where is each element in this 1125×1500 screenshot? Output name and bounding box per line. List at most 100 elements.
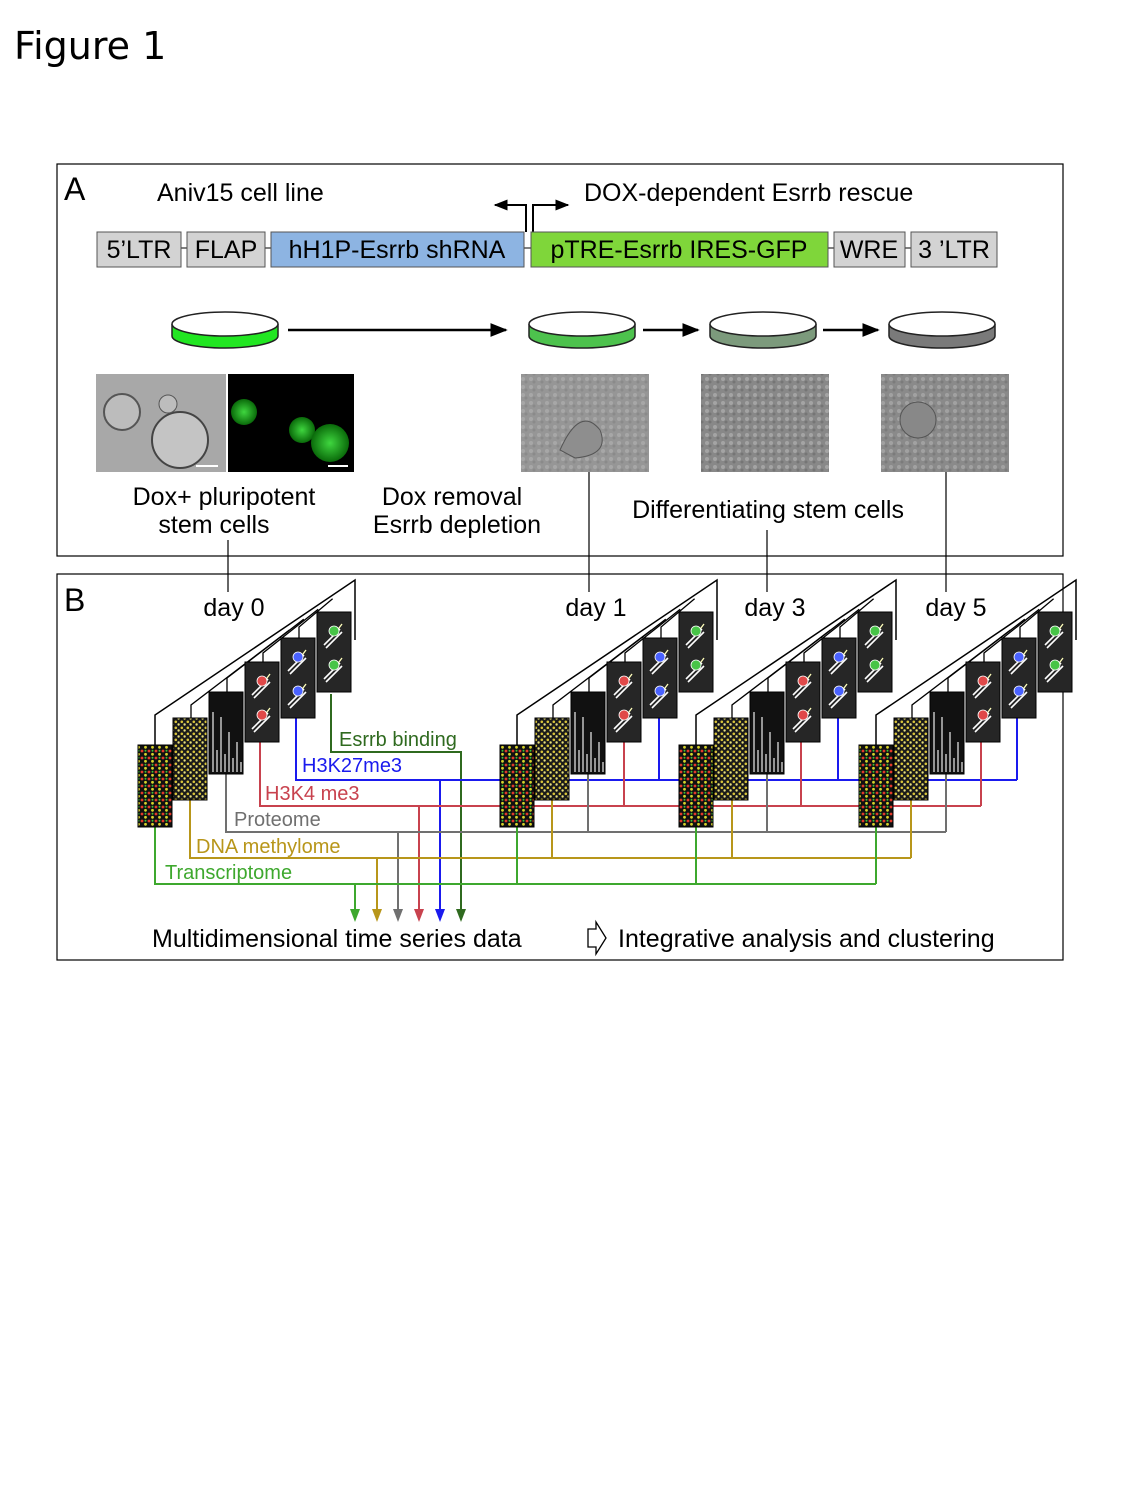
construct-label-3ltr: 3 ’LTR	[918, 236, 990, 264]
construct-box-wre	[833, 231, 906, 268]
transcriptome-array	[858, 744, 894, 828]
vector-construct: 5’LTR FLAP hH1P-Esrrb shRNA pTRE-Esrrb I…	[96, 231, 998, 268]
methylome-array	[534, 717, 570, 801]
fan-branch-3	[298, 598, 334, 642]
stack-timepoint-3	[858, 578, 1077, 828]
chip-glyph-stroke	[289, 691, 307, 709]
chip-glyph-stroke	[830, 691, 848, 709]
chip-panel-bg	[316, 611, 352, 693]
transcriptome-array	[678, 744, 714, 828]
hollow-arrow-icon	[587, 919, 607, 957]
chip-panel-bg	[244, 661, 280, 743]
analysis-label: Integrative analysis and clustering	[618, 925, 995, 953]
track-output-arrowhead-1	[372, 909, 382, 922]
track-line-7	[225, 774, 946, 833]
proteome-panel	[929, 691, 965, 775]
chip-panel-bg	[821, 637, 857, 719]
construct-box-shrna	[270, 231, 525, 268]
figure-title: Figure 1	[14, 24, 167, 68]
track-label-h3k4me3: H3K4 me3	[265, 783, 360, 805]
day-label-3: day 3	[744, 594, 805, 622]
chip-glyph-marker	[690, 659, 702, 671]
fan-branch-3	[1019, 598, 1055, 642]
chip-glyph-marker	[654, 685, 666, 697]
track-line-6	[623, 742, 982, 806]
micrograph-brightfield-day0	[96, 374, 226, 472]
chip-glyph-marker	[833, 685, 845, 697]
promoter-arrow-right	[532, 199, 570, 232]
chip-panel-2	[678, 611, 714, 693]
panel-connectors	[227, 472, 947, 592]
chip-glyph-stroke	[830, 657, 848, 675]
track-output-arrowhead-2	[393, 909, 403, 922]
chip-panel-2	[857, 611, 893, 693]
track-line-0	[330, 694, 462, 915]
chip-glyph-marker	[618, 709, 630, 721]
construct-box-3ltr	[910, 231, 998, 268]
track-line-4	[259, 742, 981, 807]
chip-glyph-marker	[618, 675, 630, 687]
chip-glyph-stroke	[974, 715, 992, 733]
timepoint-data-stacks	[137, 578, 1077, 828]
dish-rim	[171, 311, 279, 337]
micrograph-day3	[701, 374, 829, 472]
construct-label-shrna: hH1P-Esrrb shRNA	[289, 236, 506, 264]
chip-glyph-stroke	[651, 657, 669, 675]
rescue-label: DOX-dependent Esrrb rescue	[584, 179, 913, 207]
chip-glyph-stroke	[1010, 691, 1028, 709]
fan-outline	[516, 578, 718, 745]
track-output-arrowhead-3	[414, 909, 424, 922]
chip-panel-1	[642, 637, 678, 719]
track-line-15	[516, 826, 877, 884]
proteome-spectrum	[749, 691, 785, 775]
methylome-array	[713, 717, 749, 801]
data-track-lines	[154, 694, 1018, 922]
transcriptome-array	[137, 744, 173, 828]
chip-glyph-marker	[977, 675, 989, 687]
chip-glyph-stroke	[253, 715, 271, 733]
track-label-h3k27me3: H3K27me3	[302, 755, 402, 777]
chip-glyph-stroke	[1046, 631, 1064, 649]
caption-differentiating: Differentiating stem cells	[632, 496, 904, 524]
chip-glyph-stroke	[687, 631, 705, 649]
track-line-9	[587, 774, 947, 832]
panel-a-letter: A	[64, 171, 86, 207]
methylome-array	[893, 717, 929, 801]
fan-outline	[695, 578, 897, 745]
chip-panel-0	[244, 661, 280, 743]
panel-b-letter: B	[64, 582, 85, 618]
culture-dish-2	[528, 311, 636, 349]
fan-branch-1	[226, 618, 305, 693]
output-label: Multidimensional time series data	[152, 925, 522, 953]
construct-label-5ltr: 5’LTR	[107, 236, 172, 264]
chip-glyph-stroke	[325, 665, 343, 683]
chip-panel-bg	[642, 637, 678, 719]
chip-glyph-stroke	[1046, 665, 1064, 683]
track-line-10	[189, 800, 911, 859]
dish-rim	[888, 311, 996, 337]
track-line-13	[154, 826, 876, 885]
micrograph-gfp-day0	[228, 374, 354, 472]
methylome-array	[172, 717, 208, 801]
track-label-proteome: Proteome	[234, 809, 321, 831]
construct-label-wre: WRE	[840, 236, 898, 264]
chip-glyph-stroke	[651, 691, 669, 709]
chip-glyph-stroke	[615, 681, 633, 699]
chip-glyph-stroke	[289, 657, 307, 675]
chip-glyph-stroke	[794, 715, 812, 733]
stack-timepoint-2	[678, 578, 897, 828]
track-line-3	[658, 716, 1018, 780]
chip-glyph-marker	[869, 659, 881, 671]
chip-glyph-marker	[292, 685, 304, 697]
track-output-arrowhead-4	[435, 909, 445, 922]
proteome-spectrum	[570, 691, 606, 775]
fan-branch-1	[947, 618, 1026, 693]
chip-panel-1	[280, 637, 316, 719]
proteome-panel	[208, 691, 244, 775]
dish-rim	[709, 311, 817, 337]
caption-pluripotent-line2: stem cells	[158, 511, 269, 539]
chip-panel-bg	[1001, 637, 1037, 719]
day-label-1: day 1	[565, 594, 626, 622]
chip-glyph-marker	[869, 625, 881, 637]
chip-glyph-stroke	[687, 665, 705, 683]
